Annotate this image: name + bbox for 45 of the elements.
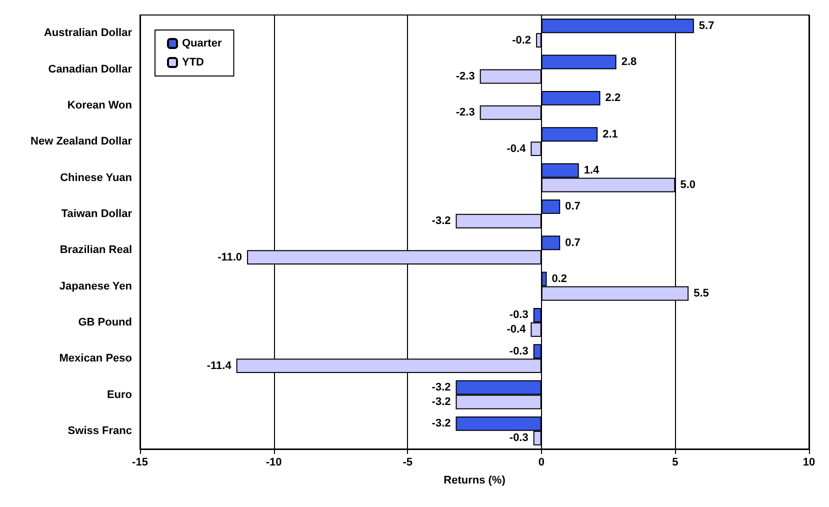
data-label: 1.4	[584, 164, 600, 177]
data-label: 2.8	[621, 56, 637, 68]
data-label: -2.3	[456, 70, 475, 82]
data-label: -0.2	[512, 34, 532, 46]
data-label: -3.2	[432, 382, 451, 394]
legend-label: Quarter	[182, 38, 222, 50]
legend-label: YTD	[182, 56, 204, 68]
y-tick-label: Japanese Yen	[59, 280, 132, 292]
y-tick-label: Brazilian Real	[60, 244, 132, 256]
data-label: 2.2	[605, 92, 621, 104]
x-tick-label: -15	[132, 456, 148, 468]
data-label: -0.3	[509, 309, 528, 322]
data-label: 0.7	[565, 200, 580, 213]
y-tick-label: Canadian Dollar	[48, 63, 133, 76]
y-tick-label: New Zealand Dollar	[30, 136, 133, 148]
y-tick-label: Mexican Peso	[59, 352, 132, 365]
data-label: -3.2	[432, 215, 451, 228]
data-label: -3.2	[432, 418, 451, 430]
y-tick-label: Chinese Yuan	[60, 172, 132, 184]
data-label: -0.4	[506, 324, 527, 336]
data-label: 2.1	[602, 128, 618, 140]
data-label: -2.3	[456, 106, 475, 119]
x-tick-label: 5	[672, 456, 678, 468]
data-label: 0.7	[565, 236, 580, 249]
data-label: 5.7	[698, 20, 714, 32]
data-label: 0.2	[552, 273, 568, 286]
y-tick-label: Australian Dollar	[44, 27, 133, 40]
x-axis-title: Returns (%)	[444, 474, 506, 486]
data-label: -11.4	[206, 360, 232, 372]
data-label: -0.3	[509, 345, 528, 358]
x-tick-label: 0	[538, 456, 544, 468]
data-label: 5.5	[694, 287, 709, 300]
y-tick-label: Korean Won	[67, 99, 132, 112]
data-label: -3.2	[432, 396, 451, 408]
data-label: -11.0	[218, 251, 242, 264]
y-tick-label: Swiss Franc	[68, 424, 132, 437]
y-tick-label: GB Pound	[78, 316, 132, 328]
data-label: -0.3	[509, 432, 528, 444]
x-tick-label: -10	[266, 456, 282, 468]
y-tick-label: Euro	[106, 388, 132, 401]
x-tick-label: 10	[802, 456, 816, 468]
x-tick-label: -5	[402, 456, 412, 468]
data-label: -0.4	[506, 142, 527, 155]
y-tick-label: Taiwan Dollar	[61, 208, 133, 220]
data-label: 5.0	[680, 178, 696, 191]
